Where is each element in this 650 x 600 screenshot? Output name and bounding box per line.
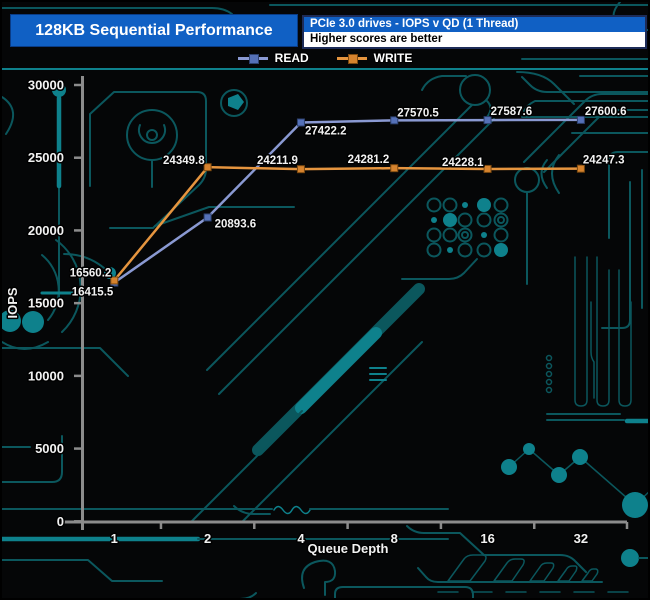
legend-item-write: WRITE xyxy=(336,51,413,65)
data-point-marker xyxy=(110,276,119,285)
data-point-marker xyxy=(576,115,585,124)
data-label: 24247.3 xyxy=(583,155,625,167)
chart-subtitle: PCIe 3.0 drives - IOPS v QD (1 Thread) xyxy=(304,17,645,32)
data-label: 20893.6 xyxy=(215,218,257,230)
chart-subtitle-box: PCIe 3.0 drives - IOPS v QD (1 Thread) H… xyxy=(302,15,647,49)
series-markers-read xyxy=(110,115,585,287)
y-tick-label: 25000 xyxy=(28,150,64,165)
y-tick-label: 5000 xyxy=(35,441,64,456)
x-tick-label: 1 xyxy=(111,531,118,546)
data-point-marker xyxy=(203,163,212,172)
chart-title: 128KB Sequential Performance xyxy=(35,21,273,39)
legend-item-read: READ xyxy=(237,51,309,65)
data-label: 27587.6 xyxy=(491,106,533,118)
series-line-read xyxy=(113,118,581,284)
data-label: 27570.5 xyxy=(397,107,439,119)
legend-label-read: READ xyxy=(274,51,309,65)
data-point-marker xyxy=(296,165,305,174)
chart-legend: READ WRITE xyxy=(2,51,648,65)
legend-label-write: WRITE xyxy=(373,51,413,65)
x-tick-label: 16 xyxy=(480,531,494,546)
data-label: 24228.1 xyxy=(442,157,484,169)
y-tick-label: 0 xyxy=(57,514,64,529)
x-tick-label: 2 xyxy=(204,531,211,546)
data-label: 16560.2 xyxy=(70,267,112,279)
data-point-marker xyxy=(483,164,492,173)
y-axis-title: IOPS xyxy=(5,287,20,318)
series-labels-read: 16415.5 20893.6 27422.2 27570.5 27587.6 27600… xyxy=(70,104,628,300)
data-label: 16415.5 xyxy=(72,287,114,299)
write-series-swatch xyxy=(336,53,367,64)
write-marker-icon xyxy=(347,53,358,64)
axes xyxy=(63,76,629,530)
data-point-marker xyxy=(296,118,305,127)
series-labels-write: 16560.2 24349.8 24211.9 24281.2 24228.1 24247… xyxy=(68,153,626,281)
data-label: 24349.8 xyxy=(163,155,205,167)
data-label: 27600.6 xyxy=(585,106,627,118)
y-tick-label: 20000 xyxy=(28,223,64,238)
data-label: 24281.2 xyxy=(348,154,390,166)
data-point-marker xyxy=(390,164,399,173)
data-label: 24211.9 xyxy=(257,155,298,167)
data-label: 27422.2 xyxy=(305,125,347,137)
data-point-marker xyxy=(390,116,399,125)
data-point-marker xyxy=(576,164,585,173)
y-tick-label: 15000 xyxy=(28,296,64,311)
x-tick-label: 8 xyxy=(391,531,398,546)
x-tick-label: 4 xyxy=(297,531,305,546)
read-marker-icon xyxy=(248,53,259,64)
chart-title-box: 128KB Sequential Performance xyxy=(10,14,298,47)
series-line-write xyxy=(113,165,581,282)
chart-note: Higher scores are better xyxy=(304,32,645,47)
y-tick-label: 30000 xyxy=(28,78,64,93)
data-point-marker xyxy=(483,116,492,125)
x-tick-label: 32 xyxy=(574,531,588,546)
data-point-marker xyxy=(203,213,212,222)
read-series-swatch xyxy=(237,53,268,64)
y-tick-label: 10000 xyxy=(28,368,64,383)
series-markers-write xyxy=(110,163,585,285)
x-axis-title: Queue Depth xyxy=(308,541,389,556)
